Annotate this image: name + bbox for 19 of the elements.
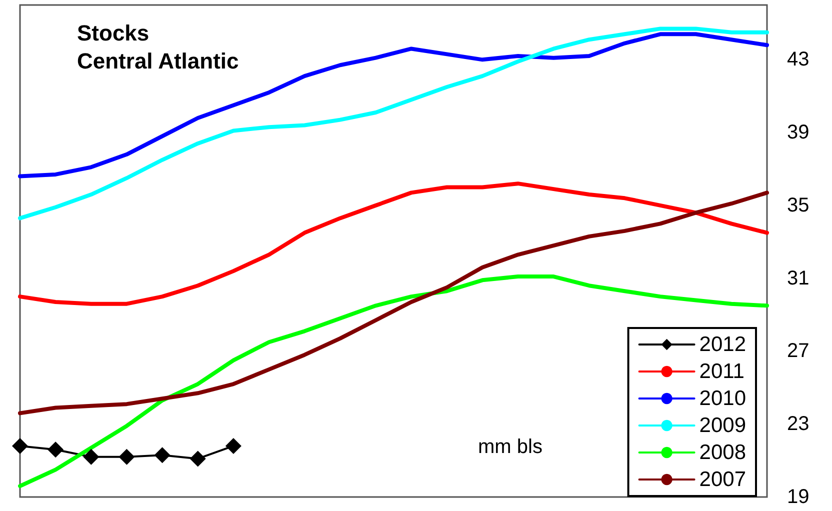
y-tick-label: 31	[787, 267, 810, 290]
y-tick-label: 19	[787, 486, 810, 508]
line-series	[18, 182, 769, 306]
legend-label: 2008	[699, 441, 746, 464]
legend-label: 2010	[699, 387, 746, 410]
y-tick-label: 39	[787, 122, 810, 144]
legend-label: 2009	[699, 414, 746, 437]
y-tick-label: 35	[787, 194, 810, 216]
line-series	[18, 190, 769, 416]
line-series	[18, 26, 769, 220]
annotation: mm bls	[478, 436, 542, 458]
line-series	[18, 274, 769, 488]
y-tick-label: 23	[787, 413, 810, 436]
legend-label: 2007	[699, 468, 746, 491]
y-tick-label: 27	[787, 340, 810, 362]
text: Stocks Central Atlantic	[77, 20, 239, 74]
legend-label: 2011	[699, 360, 744, 383]
y-tick-label: 43	[787, 48, 810, 71]
legend-label: 2012	[699, 333, 746, 356]
